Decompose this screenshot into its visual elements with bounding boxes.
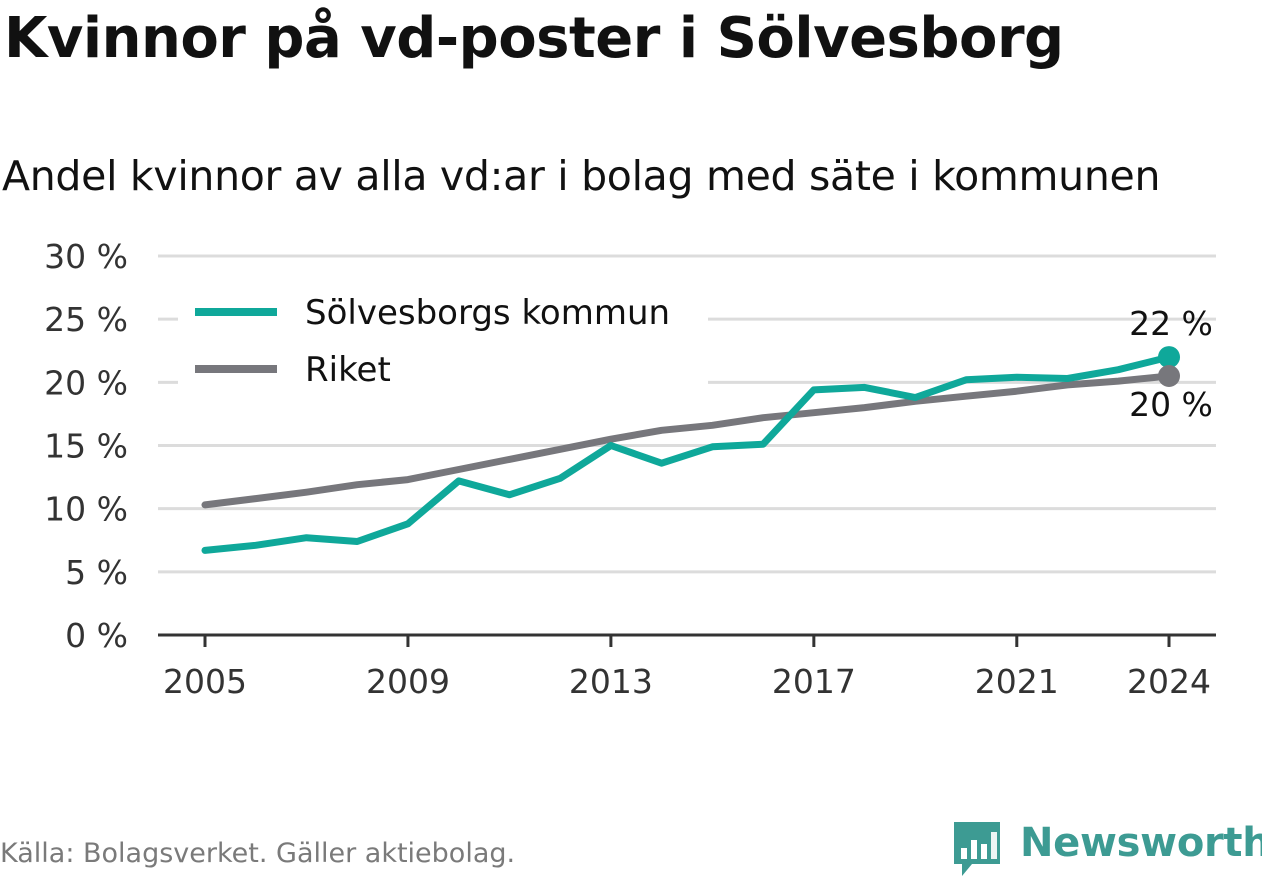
- end-value-label: 20 %: [1129, 385, 1213, 424]
- x-tick-label: 2005: [163, 662, 247, 701]
- end-point-marker: [1158, 346, 1180, 369]
- legend-label: Riket: [305, 350, 391, 390]
- x-tick-label: 2017: [772, 662, 856, 701]
- end-value-label: 22 %: [1129, 304, 1213, 343]
- legend-label: Sölvesborgs kommun: [305, 293, 670, 333]
- x-tick-label: 2009: [366, 662, 450, 701]
- chart-subtitle: Andel kvinnor av alla vd:ar i bolag med …: [2, 152, 1161, 200]
- y-tick-label: 5 %: [65, 553, 128, 592]
- y-tick-label: 25 %: [44, 300, 128, 339]
- y-tick-label: 30 %: [44, 237, 128, 276]
- logo-text: Newsworthy: [1020, 820, 1262, 866]
- end-point-marker: [1158, 365, 1180, 388]
- newsworthy-logo: Newsworthy: [950, 818, 1262, 878]
- x-tick-label: 2024: [1127, 662, 1211, 701]
- y-tick-label: 20 %: [44, 363, 128, 402]
- bar-chart-badge-icon: [954, 822, 1000, 876]
- source-note: Källa: Bolagsverket. Gäller aktiebolag.: [0, 838, 516, 869]
- y-tick-label: 15 %: [44, 427, 128, 466]
- page-title: Kvinnor på vd-poster i Sölvesborg: [4, 6, 1064, 71]
- x-tick-label: 2013: [569, 662, 653, 701]
- series-line: [201, 372, 1173, 509]
- x-tick-label: 2021: [975, 662, 1059, 701]
- y-tick-label: 10 %: [44, 490, 128, 529]
- y-tick-label: 0 %: [65, 616, 128, 655]
- series-line: [201, 353, 1173, 554]
